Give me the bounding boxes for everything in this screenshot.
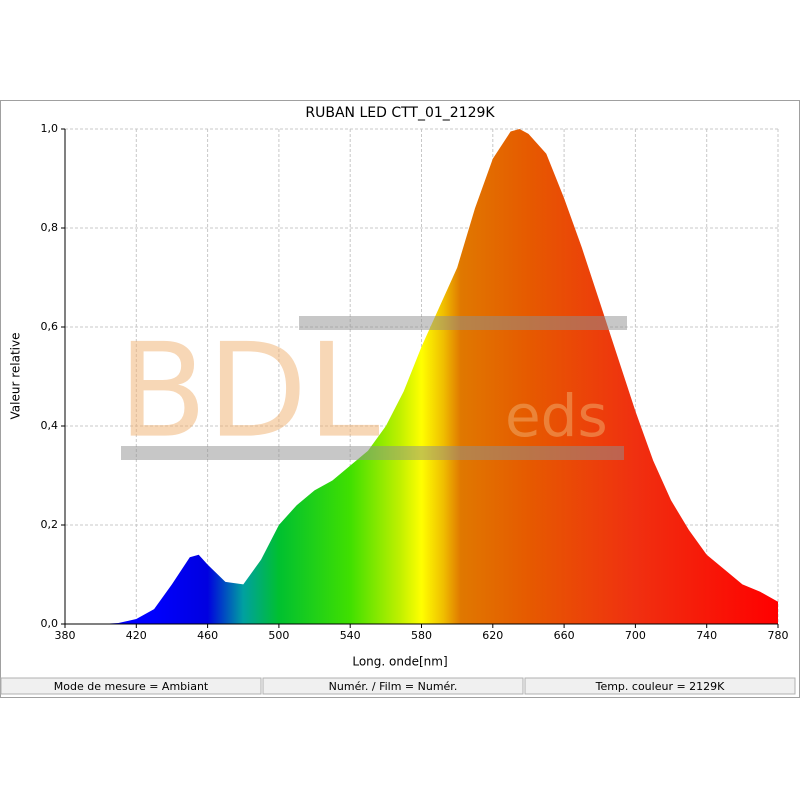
y-axis-label: Valeur relative	[9, 333, 23, 420]
x-tick-label: 380	[55, 629, 76, 642]
x-tick-label: 620	[482, 629, 503, 642]
x-tick-label: 540	[340, 629, 361, 642]
x-tick-label: 780	[768, 629, 789, 642]
x-axis-label: Long. onde[nm]	[352, 655, 447, 669]
x-tick-label: 580	[411, 629, 432, 642]
x-tick-label: 700	[625, 629, 646, 642]
status-text: Mode de mesure = Ambiant	[54, 680, 209, 693]
x-tick-label: 420	[126, 629, 147, 642]
watermark-text: eds	[505, 382, 608, 450]
y-tick-label: 0,4	[41, 419, 59, 432]
x-tick-label: 500	[268, 629, 289, 642]
watermark: BDL eds	[118, 315, 627, 467]
status-cell	[262, 677, 524, 695]
y-tick-label: 0,8	[41, 221, 59, 234]
y-tick-label: 1,0	[41, 122, 59, 135]
chart-title: RUBAN LED CTT_01_2129K	[305, 105, 495, 121]
status-cell	[0, 677, 262, 695]
y-tick-label: 0,2	[41, 518, 59, 531]
x-tick-label: 660	[554, 629, 575, 642]
x-tick-label: 460	[197, 629, 218, 642]
status-bar: Mode de mesure = Ambiant Numér. / Film =…	[0, 677, 796, 695]
y-tick-label: 0,6	[41, 320, 59, 333]
status-text: Numér. / Film = Numér.	[329, 680, 458, 693]
y-tick-label: 0,0	[41, 617, 59, 630]
x-tick-label: 740	[696, 629, 717, 642]
spectrum-area	[65, 129, 778, 624]
status-text: Temp. couleur = 2129K	[595, 680, 726, 693]
watermark-text: BDL	[118, 315, 380, 467]
watermark-bar	[121, 446, 624, 460]
watermark-bar	[299, 316, 627, 330]
status-cell	[524, 677, 796, 695]
